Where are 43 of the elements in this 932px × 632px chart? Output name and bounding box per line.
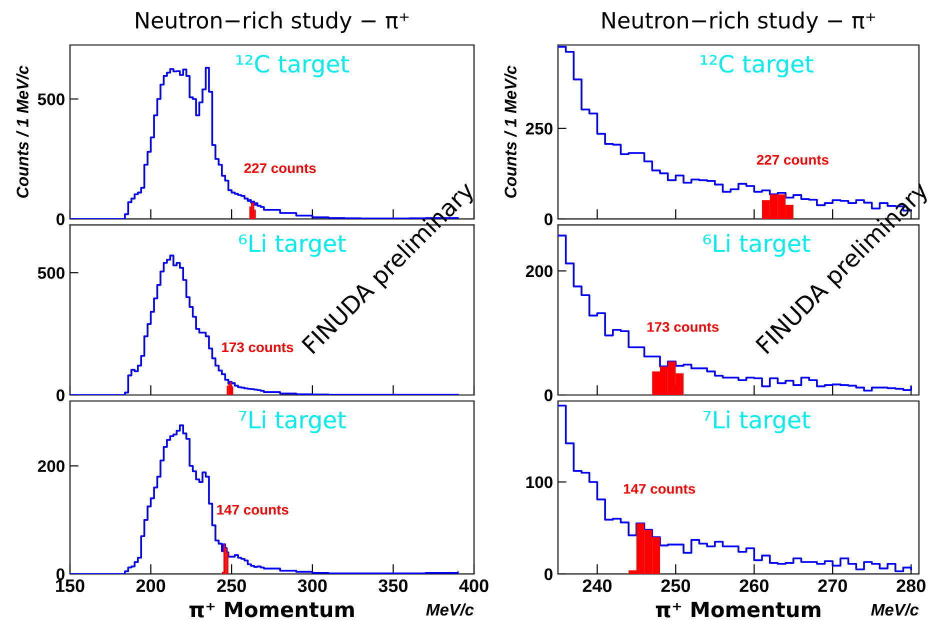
y-tick-label: 0 bbox=[56, 568, 64, 580]
text: MeV/c bbox=[871, 603, 919, 616]
annotation: 147 counts bbox=[624, 484, 696, 494]
text: MeV/c bbox=[426, 603, 474, 616]
y-tick-label: 200 bbox=[526, 265, 552, 278]
x-tick-label: 250 bbox=[217, 579, 246, 592]
annotation: ¹²C target bbox=[236, 54, 349, 78]
y-axis-title: Counts / 1 MeV/c bbox=[16, 66, 29, 198]
y-tick-label: 0 bbox=[544, 389, 552, 402]
annotation: ¹²C target bbox=[700, 54, 814, 78]
y-axis-title: Counts / 1 MeV/c bbox=[504, 66, 517, 198]
y-tick-label: 0 bbox=[56, 389, 64, 402]
x-tick-label: 150 bbox=[56, 579, 84, 592]
x-tick-label: 350 bbox=[378, 579, 408, 592]
x-tick-label: 260 bbox=[740, 579, 768, 592]
x-tick-label: 270 bbox=[818, 579, 847, 592]
y-tick-label: 500 bbox=[38, 93, 64, 106]
annotation: 173 counts bbox=[222, 342, 294, 352]
chart-title: Neutron−rich study − π⁺ bbox=[602, 11, 876, 33]
y-tick-label: 100 bbox=[526, 476, 552, 488]
annotation: ⁶Li target bbox=[703, 234, 810, 257]
y-tick-label: 500 bbox=[38, 267, 64, 279]
annotation: ⁷Li target bbox=[239, 410, 346, 434]
x-tick-label: 250 bbox=[661, 579, 690, 592]
annotation: 227 counts bbox=[756, 154, 828, 165]
annotation: 147 counts bbox=[217, 504, 288, 515]
annotation: ⁶Li target bbox=[239, 234, 346, 257]
annotation: ⁷Li target bbox=[704, 410, 810, 434]
annotation: 227 counts bbox=[244, 163, 316, 174]
y-tick-label: 0 bbox=[56, 213, 64, 226]
x-tick-label: 200 bbox=[136, 579, 166, 592]
y-tick-label: 250 bbox=[526, 122, 552, 135]
x-tick-label: 300 bbox=[298, 579, 327, 592]
x-tick-label: 280 bbox=[896, 579, 926, 592]
annotation: 173 counts bbox=[647, 322, 719, 332]
y-tick-label: 200 bbox=[38, 460, 64, 472]
y-tick-label: 0 bbox=[544, 568, 552, 580]
x-tick-label: 240 bbox=[582, 579, 612, 592]
y-tick-label: 0 bbox=[544, 213, 552, 226]
x-axis-title: π⁺ Momentum bbox=[189, 602, 354, 618]
x-tick-label: 400 bbox=[459, 579, 488, 592]
x-axis-title: π⁺ Momentum bbox=[656, 602, 820, 618]
chart-title: Neutron−rich study − π⁺ bbox=[136, 11, 409, 33]
